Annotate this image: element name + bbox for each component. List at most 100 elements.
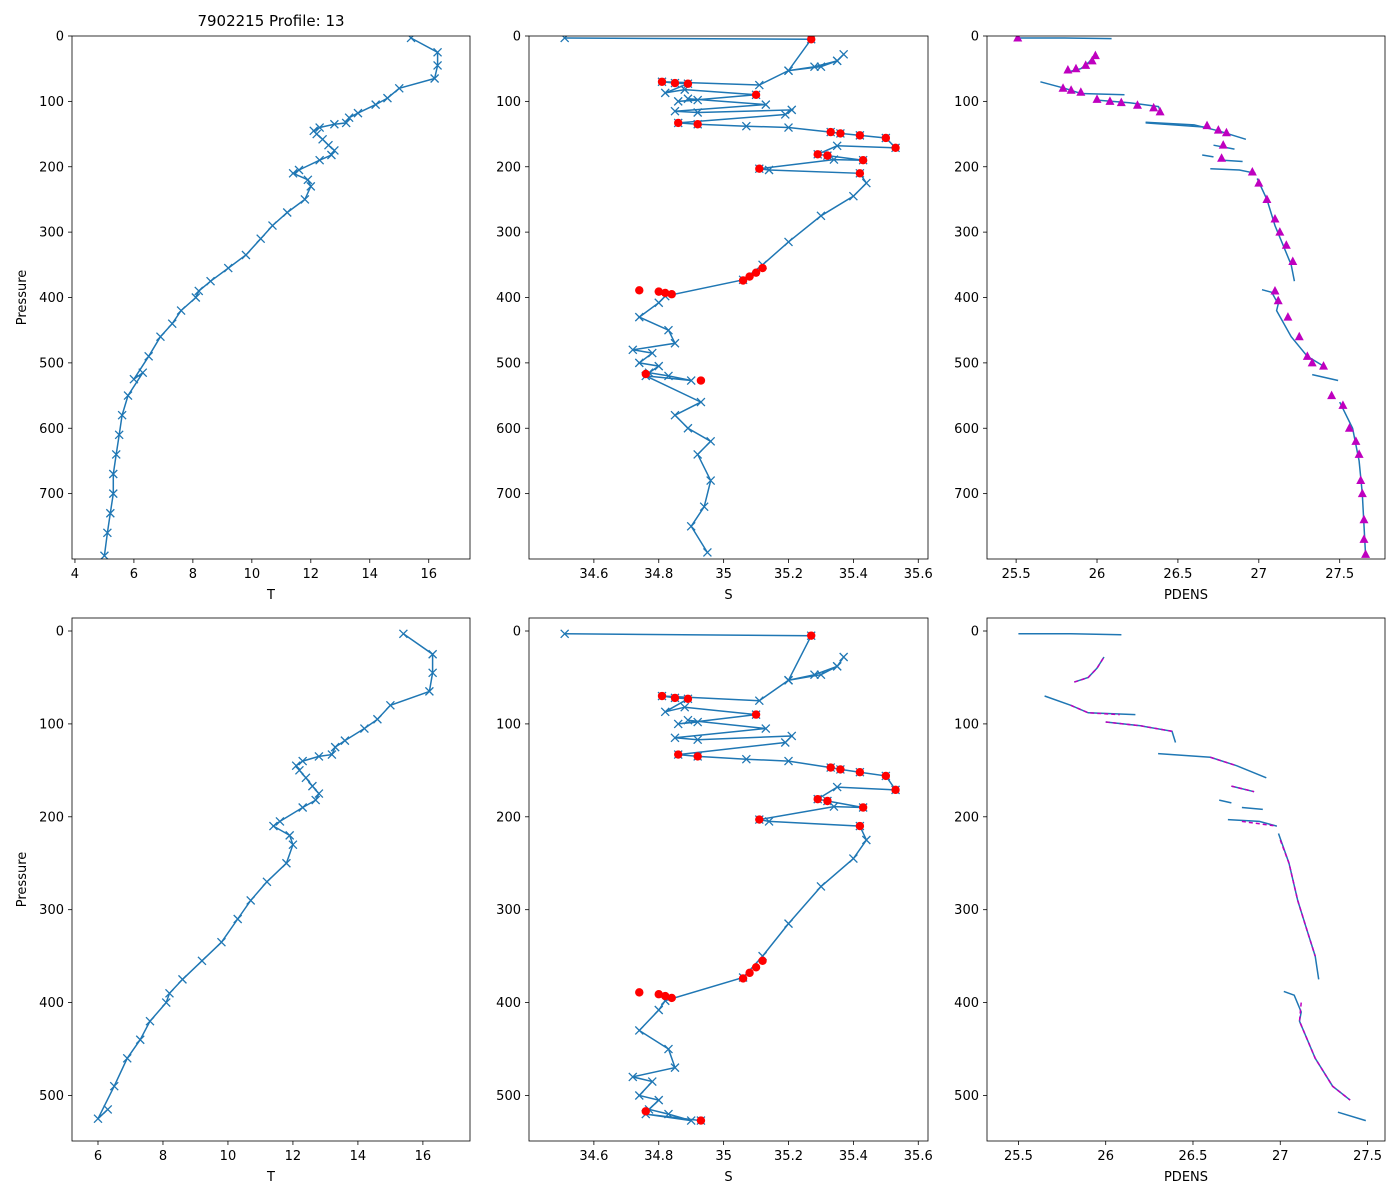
data-point-marker bbox=[780, 109, 790, 119]
x-tick-label: 27.5 bbox=[1353, 1149, 1382, 1164]
density-triangle bbox=[1302, 351, 1312, 360]
data-point-marker bbox=[359, 724, 369, 734]
data-point-marker bbox=[303, 175, 313, 185]
y-tick-label: 600 bbox=[39, 422, 64, 437]
flagged-point bbox=[683, 694, 693, 704]
x-tick-label: 25.5 bbox=[1004, 1149, 1033, 1164]
x-tick-label: 10 bbox=[220, 1149, 237, 1164]
data-point-marker bbox=[300, 194, 310, 204]
density-triangle bbox=[1351, 436, 1361, 445]
data-point-marker bbox=[683, 423, 693, 433]
flagged-point bbox=[751, 710, 761, 719]
y-tick-label: 500 bbox=[39, 1089, 64, 1104]
x-tick-label: 16 bbox=[420, 567, 437, 582]
density-triangle bbox=[1063, 64, 1073, 74]
data-point-marker bbox=[784, 123, 793, 132]
x-axis-label: T bbox=[266, 588, 275, 603]
y-tick-label: 100 bbox=[954, 717, 979, 732]
data-point-marker bbox=[628, 345, 638, 355]
data-point-marker bbox=[129, 374, 139, 384]
data-point-marker bbox=[848, 191, 858, 201]
data-point-marker bbox=[93, 1114, 103, 1124]
flagged-point bbox=[855, 169, 865, 178]
data-point-marker bbox=[784, 675, 793, 685]
y-tick-label: 200 bbox=[39, 810, 64, 825]
flagged-point bbox=[881, 133, 891, 143]
density-overlay bbox=[1105, 721, 1173, 733]
data-point-marker bbox=[281, 858, 291, 868]
series-line bbox=[103, 37, 439, 556]
data-point-marker bbox=[406, 36, 416, 43]
flagged-point bbox=[855, 768, 865, 777]
x-tick-label: 35.2 bbox=[774, 567, 803, 582]
data-point-marker bbox=[754, 696, 764, 706]
data-point-marker bbox=[654, 361, 664, 371]
y-tick-label: 0 bbox=[513, 625, 521, 640]
y-tick-label: 400 bbox=[39, 291, 64, 306]
data-point-marker bbox=[315, 123, 325, 132]
data-point-marker bbox=[191, 293, 201, 302]
flagged-point bbox=[654, 287, 663, 296]
data-point-marker bbox=[780, 738, 790, 747]
y-tick-label: 500 bbox=[954, 356, 979, 371]
data-point-marker bbox=[216, 937, 226, 947]
density-triangle bbox=[1213, 125, 1223, 134]
data-point-marker bbox=[848, 854, 858, 864]
density-triangle bbox=[1081, 60, 1091, 69]
data-point-marker bbox=[706, 436, 716, 446]
density-triangle bbox=[1218, 140, 1228, 149]
density-triangle bbox=[1066, 85, 1076, 94]
density-triangle bbox=[1338, 400, 1348, 409]
flagged-point bbox=[635, 988, 644, 997]
data-point-marker bbox=[764, 165, 774, 175]
x-tick-label: 34.6 bbox=[579, 1149, 608, 1164]
data-point-marker bbox=[294, 165, 304, 175]
density-segment bbox=[1074, 656, 1105, 683]
data-point-marker bbox=[673, 719, 683, 729]
y-tick-label: 200 bbox=[496, 810, 521, 825]
flagged-point bbox=[657, 77, 667, 86]
data-point-marker bbox=[810, 670, 819, 680]
y-tick-label: 100 bbox=[496, 95, 521, 110]
flagged-point bbox=[670, 78, 680, 88]
data-point-marker bbox=[706, 476, 716, 486]
flagged-point bbox=[654, 990, 663, 999]
x-tick-label: 27.5 bbox=[1325, 567, 1354, 582]
data-point-marker bbox=[144, 351, 154, 361]
data-point-marker bbox=[628, 1072, 638, 1082]
y-tick-label: 0 bbox=[513, 30, 521, 45]
flagged-point bbox=[826, 127, 835, 137]
data-point-marker bbox=[670, 410, 680, 420]
data-point-marker bbox=[784, 66, 793, 76]
density-segment bbox=[1312, 373, 1339, 382]
data-point-marker bbox=[699, 502, 709, 512]
x-tick-label: 35.6 bbox=[904, 1149, 933, 1164]
flagged-point bbox=[755, 164, 764, 173]
density-triangle bbox=[1092, 94, 1102, 103]
flagged-point bbox=[858, 803, 868, 812]
density-triangle bbox=[1254, 178, 1264, 187]
flagged-point bbox=[661, 991, 670, 1001]
density-segment bbox=[1044, 695, 1136, 716]
x-tick-label: 27 bbox=[1251, 567, 1268, 582]
x-axis-label: PDENS bbox=[1164, 1170, 1208, 1185]
series-line bbox=[564, 633, 898, 1122]
x-axis-label: PDENS bbox=[1164, 588, 1208, 603]
flagged-point bbox=[855, 821, 865, 831]
data-point-marker bbox=[109, 1081, 119, 1091]
data-point-marker bbox=[634, 1091, 644, 1100]
x-tick-label: 35.2 bbox=[774, 1149, 803, 1164]
data-point-marker bbox=[103, 1104, 113, 1114]
data-point-marker bbox=[683, 715, 693, 725]
data-point-marker bbox=[122, 1053, 132, 1063]
density-triangle bbox=[1132, 100, 1142, 109]
flagged-point bbox=[693, 752, 702, 761]
y-tick-label: 300 bbox=[496, 903, 521, 918]
data-point-marker bbox=[784, 919, 793, 929]
data-point-marker bbox=[433, 60, 443, 70]
data-point-marker bbox=[194, 286, 204, 296]
data-point-marker bbox=[647, 348, 657, 358]
density-triangle bbox=[1076, 87, 1086, 96]
y-tick-label: 500 bbox=[496, 1089, 521, 1104]
